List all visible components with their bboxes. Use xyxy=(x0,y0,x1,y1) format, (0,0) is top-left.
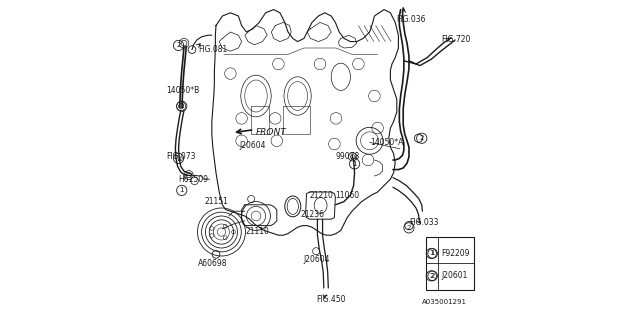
Text: 1: 1 xyxy=(430,251,435,256)
Text: 2: 2 xyxy=(431,273,435,279)
Text: J20601: J20601 xyxy=(441,271,467,280)
Text: H61509: H61509 xyxy=(179,175,209,184)
Text: 1: 1 xyxy=(176,156,181,161)
Text: 2: 2 xyxy=(180,103,184,109)
Text: FRONT: FRONT xyxy=(255,128,286,137)
Text: 2: 2 xyxy=(429,273,433,279)
Text: 1: 1 xyxy=(352,161,357,167)
Text: 14050*A: 14050*A xyxy=(371,138,404,147)
Text: 21210: 21210 xyxy=(310,191,333,200)
Text: 21110: 21110 xyxy=(246,228,269,236)
Text: 14050*B: 14050*B xyxy=(166,86,199,95)
Bar xyxy=(426,237,474,290)
Text: J20604: J20604 xyxy=(239,141,266,150)
Text: A60698: A60698 xyxy=(198,260,227,268)
Text: F92209: F92209 xyxy=(441,249,470,258)
Text: FIG.450: FIG.450 xyxy=(316,295,346,304)
Text: FIG.081: FIG.081 xyxy=(198,45,227,54)
Text: FIG.073: FIG.073 xyxy=(166,152,195,161)
Text: 99078: 99078 xyxy=(335,152,360,161)
Text: J20604: J20604 xyxy=(303,255,330,264)
Text: 11060: 11060 xyxy=(335,191,360,200)
Text: 2: 2 xyxy=(420,135,424,141)
Text: FIG.036: FIG.036 xyxy=(396,15,426,24)
Text: 21236: 21236 xyxy=(300,210,324,219)
Text: FIG.033: FIG.033 xyxy=(409,218,438,227)
Text: 2: 2 xyxy=(407,225,411,231)
Text: 2: 2 xyxy=(177,43,180,48)
Text: FIG.720: FIG.720 xyxy=(441,35,470,44)
Text: 21151: 21151 xyxy=(204,197,228,206)
Text: 1: 1 xyxy=(429,251,434,256)
Text: 1: 1 xyxy=(179,188,184,193)
Text: A035001291: A035001291 xyxy=(422,300,467,305)
